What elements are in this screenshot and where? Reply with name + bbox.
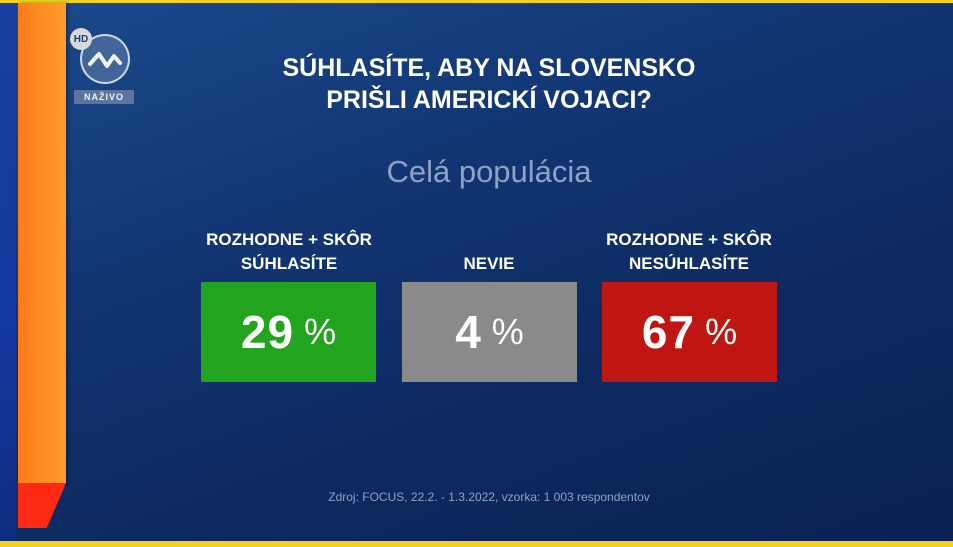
source-note: Zdroj: FOCUS, 22.2. - 1.3.2022, vzorka: … — [328, 490, 650, 504]
agree-result-box: 29 % — [201, 282, 376, 382]
channel-logo: HD NAŽIVO — [70, 28, 136, 106]
disagree-label: ROZHODNE + SKÔR NESÚHLASÍTE — [589, 228, 789, 276]
question-title: SÚHLASÍTE, ABY NA SLOVENSKO PRIŠLI AMERI… — [200, 52, 778, 116]
population-subtitle: Celá populácia — [386, 154, 592, 189]
agree-unit: % — [304, 311, 337, 352]
disagree-value: 67 — [641, 306, 696, 358]
orange-side-bar — [18, 3, 66, 483]
hd-badge: HD — [70, 28, 92, 50]
live-badge: NAŽIVO — [74, 90, 134, 104]
agree-label-line-1: ROZHODNE + SKÔR — [206, 230, 372, 249]
question-line-2: PRIŠLI AMERICKÍ VOJACI? — [326, 86, 652, 114]
bottom-border — [0, 541, 953, 547]
disagree-result-box: 67 % — [602, 282, 777, 382]
agree-label: ROZHODNE + SKÔR SÚHLASÍTE — [189, 228, 389, 276]
top-border — [0, 0, 953, 3]
dont-know-result-box: 4 % — [402, 282, 577, 382]
dont-know-unit: % — [491, 311, 524, 352]
wave-icon — [88, 52, 122, 68]
disagree-unit: % — [705, 311, 738, 352]
disagree-label-line-2: NESÚHLASÍTE — [629, 254, 749, 273]
question-line-1: SÚHLASÍTE, ABY NA SLOVENSKO — [282, 54, 696, 82]
dont-know-label-line-1: NEVIE — [463, 254, 515, 273]
agree-label-line-2: SÚHLASÍTE — [240, 254, 338, 273]
left-blue-strip — [0, 3, 16, 541]
disagree-label-line-1: ROZHODNE + SKÔR — [606, 230, 772, 249]
dont-know-label: NEVIE — [389, 252, 589, 276]
dont-know-value: 4 — [455, 306, 482, 358]
agree-value: 29 — [240, 306, 295, 358]
